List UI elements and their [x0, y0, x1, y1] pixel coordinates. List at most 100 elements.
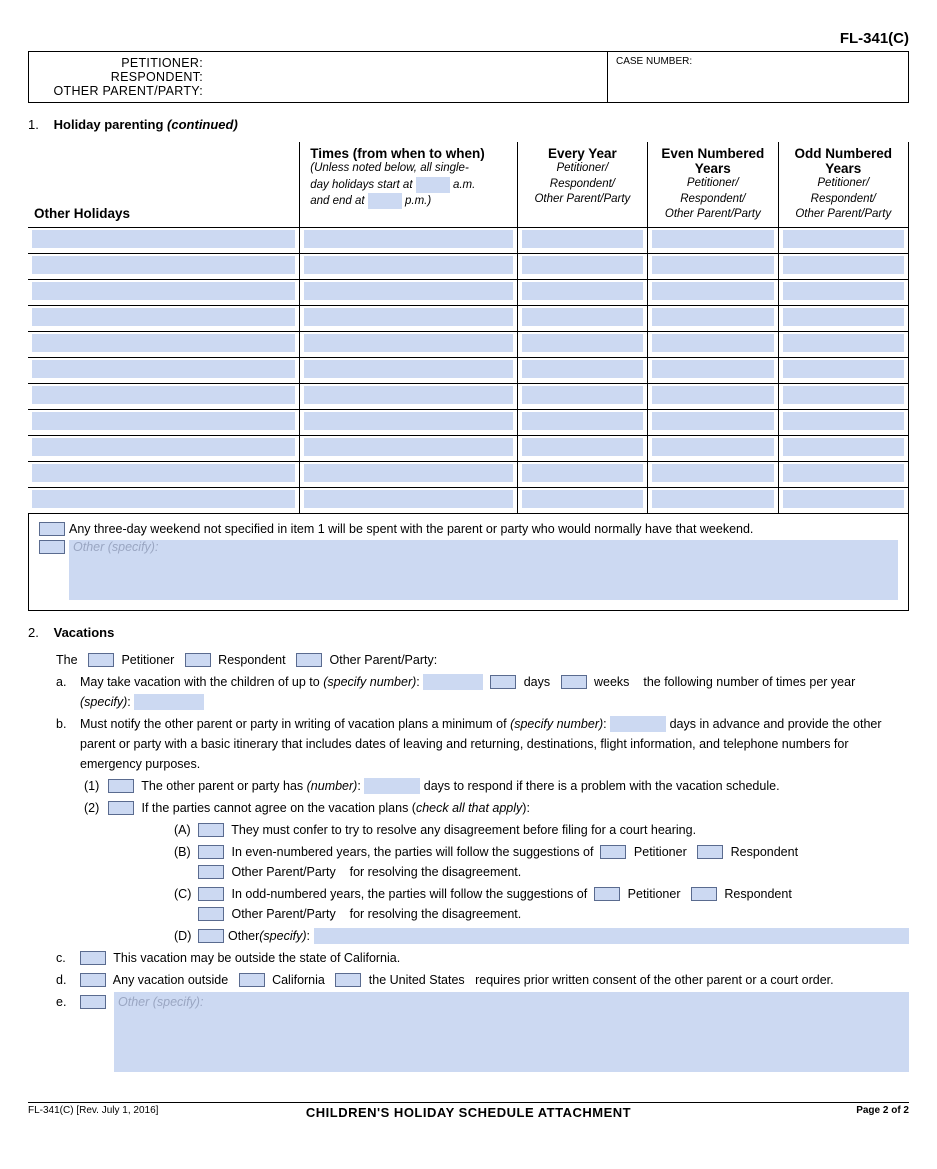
field[interactable] — [32, 412, 295, 430]
field[interactable] — [304, 334, 512, 352]
cb-d[interactable] — [80, 973, 106, 987]
field[interactable] — [32, 308, 295, 326]
field[interactable] — [522, 438, 643, 456]
field[interactable] — [304, 256, 512, 274]
table-cell[interactable] — [517, 305, 647, 331]
field[interactable] — [652, 230, 773, 248]
table-cell[interactable] — [778, 227, 908, 253]
table-cell[interactable] — [28, 435, 300, 461]
field[interactable] — [522, 490, 643, 508]
cb-respondent[interactable] — [185, 653, 211, 667]
field[interactable] — [304, 490, 512, 508]
table-cell[interactable] — [778, 461, 908, 487]
e-area[interactable]: Other (specify): — [114, 992, 909, 1072]
cb-C-resp[interactable] — [691, 887, 717, 901]
table-cell[interactable] — [648, 227, 778, 253]
cb-b2[interactable] — [108, 801, 134, 815]
table-cell[interactable] — [517, 409, 647, 435]
cb-weekend[interactable] — [39, 522, 65, 536]
table-cell[interactable] — [517, 331, 647, 357]
field[interactable] — [652, 438, 773, 456]
pm-field[interactable] — [368, 193, 402, 209]
table-cell[interactable] — [778, 279, 908, 305]
field[interactable] — [783, 282, 904, 300]
field[interactable] — [783, 438, 904, 456]
field[interactable] — [783, 256, 904, 274]
table-cell[interactable] — [778, 383, 908, 409]
D-field[interactable] — [314, 928, 909, 944]
table-cell[interactable] — [300, 487, 517, 513]
field[interactable] — [522, 360, 643, 378]
field[interactable] — [783, 490, 904, 508]
table-cell[interactable] — [778, 357, 908, 383]
cb-C[interactable] — [198, 887, 224, 901]
field[interactable] — [304, 282, 512, 300]
field[interactable] — [522, 334, 643, 352]
table-cell[interactable] — [517, 487, 647, 513]
table-cell[interactable] — [778, 331, 908, 357]
table-cell[interactable] — [778, 487, 908, 513]
table-cell[interactable] — [648, 409, 778, 435]
cb-weeks[interactable] — [561, 675, 587, 689]
field[interactable] — [652, 360, 773, 378]
field[interactable] — [783, 464, 904, 482]
table-cell[interactable] — [300, 435, 517, 461]
table-cell[interactable] — [300, 383, 517, 409]
table-cell[interactable] — [300, 305, 517, 331]
field[interactable] — [522, 464, 643, 482]
cb-A[interactable] — [198, 823, 224, 837]
table-cell[interactable] — [300, 253, 517, 279]
table-cell[interactable] — [517, 435, 647, 461]
field[interactable] — [652, 412, 773, 430]
table-cell[interactable] — [517, 461, 647, 487]
cb-C-opp[interactable] — [198, 907, 224, 921]
table-cell[interactable] — [517, 383, 647, 409]
table-cell[interactable] — [28, 331, 300, 357]
table-cell[interactable] — [28, 487, 300, 513]
cb-e[interactable] — [80, 995, 106, 1009]
table-cell[interactable] — [28, 383, 300, 409]
field[interactable] — [522, 282, 643, 300]
field[interactable] — [652, 308, 773, 326]
cb-d-cal[interactable] — [239, 973, 265, 987]
field[interactable] — [522, 412, 643, 430]
field[interactable] — [783, 386, 904, 404]
field[interactable] — [32, 490, 295, 508]
field[interactable] — [304, 412, 512, 430]
table-cell[interactable] — [300, 357, 517, 383]
cb-C-pet[interactable] — [594, 887, 620, 901]
field[interactable] — [652, 334, 773, 352]
cb-opp[interactable] — [296, 653, 322, 667]
field[interactable] — [783, 308, 904, 326]
field[interactable] — [32, 464, 295, 482]
cb-D[interactable] — [198, 929, 224, 943]
field[interactable] — [522, 230, 643, 248]
field[interactable] — [32, 438, 295, 456]
field[interactable] — [522, 256, 643, 274]
field[interactable] — [304, 230, 512, 248]
table-cell[interactable] — [648, 279, 778, 305]
table-cell[interactable] — [648, 435, 778, 461]
field[interactable] — [783, 412, 904, 430]
table-cell[interactable] — [778, 435, 908, 461]
table-cell[interactable] — [300, 227, 517, 253]
field[interactable] — [32, 386, 295, 404]
table-cell[interactable] — [517, 357, 647, 383]
cb-B[interactable] — [198, 845, 224, 859]
field[interactable] — [783, 334, 904, 352]
table-cell[interactable] — [517, 279, 647, 305]
cb-b1[interactable] — [108, 779, 134, 793]
table-cell[interactable] — [28, 357, 300, 383]
cb-other[interactable] — [39, 540, 65, 554]
table-cell[interactable] — [778, 253, 908, 279]
table-cell[interactable] — [648, 487, 778, 513]
table-cell[interactable] — [28, 279, 300, 305]
table-cell[interactable] — [28, 305, 300, 331]
field[interactable] — [304, 360, 512, 378]
am-field[interactable] — [416, 177, 450, 193]
table-cell[interactable] — [648, 357, 778, 383]
table-cell[interactable] — [300, 331, 517, 357]
b-days-field[interactable] — [610, 716, 666, 732]
table-cell[interactable] — [648, 305, 778, 331]
table-cell[interactable] — [300, 461, 517, 487]
